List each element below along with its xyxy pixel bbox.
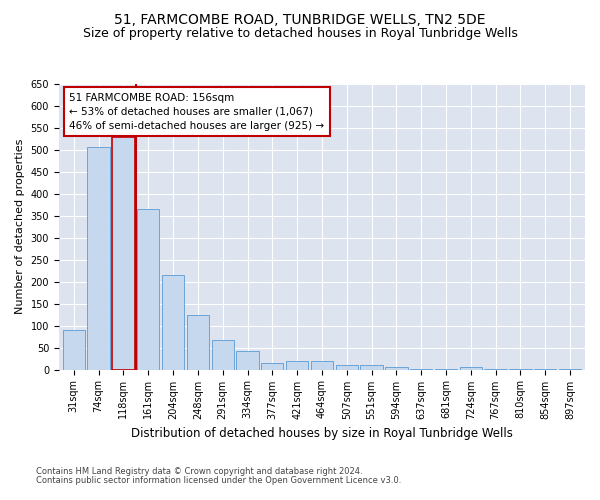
Bar: [187, 314, 209, 370]
Bar: [335, 364, 358, 370]
Bar: [62, 330, 85, 370]
Bar: [385, 367, 407, 370]
Bar: [286, 361, 308, 370]
Text: 51, FARMCOMBE ROAD, TUNBRIDGE WELLS, TN2 5DE: 51, FARMCOMBE ROAD, TUNBRIDGE WELLS, TN2…: [114, 12, 486, 26]
Bar: [311, 361, 333, 370]
Bar: [435, 368, 457, 370]
Bar: [162, 275, 184, 370]
X-axis label: Distribution of detached houses by size in Royal Tunbridge Wells: Distribution of detached houses by size …: [131, 427, 513, 440]
Text: Contains HM Land Registry data © Crown copyright and database right 2024.: Contains HM Land Registry data © Crown c…: [36, 467, 362, 476]
Text: Size of property relative to detached houses in Royal Tunbridge Wells: Size of property relative to detached ho…: [83, 28, 517, 40]
Bar: [509, 368, 532, 370]
Bar: [361, 365, 383, 370]
Text: 51 FARMCOMBE ROAD: 156sqm
← 53% of detached houses are smaller (1,067)
46% of se: 51 FARMCOMBE ROAD: 156sqm ← 53% of detac…: [70, 92, 325, 130]
Bar: [460, 368, 482, 370]
Bar: [88, 147, 110, 370]
Bar: [261, 362, 283, 370]
Bar: [212, 340, 234, 370]
Bar: [137, 209, 160, 370]
Y-axis label: Number of detached properties: Number of detached properties: [15, 139, 25, 314]
Bar: [112, 136, 134, 370]
Bar: [410, 368, 433, 370]
Bar: [559, 368, 581, 370]
Bar: [236, 351, 259, 370]
Text: Contains public sector information licensed under the Open Government Licence v3: Contains public sector information licen…: [36, 476, 401, 485]
